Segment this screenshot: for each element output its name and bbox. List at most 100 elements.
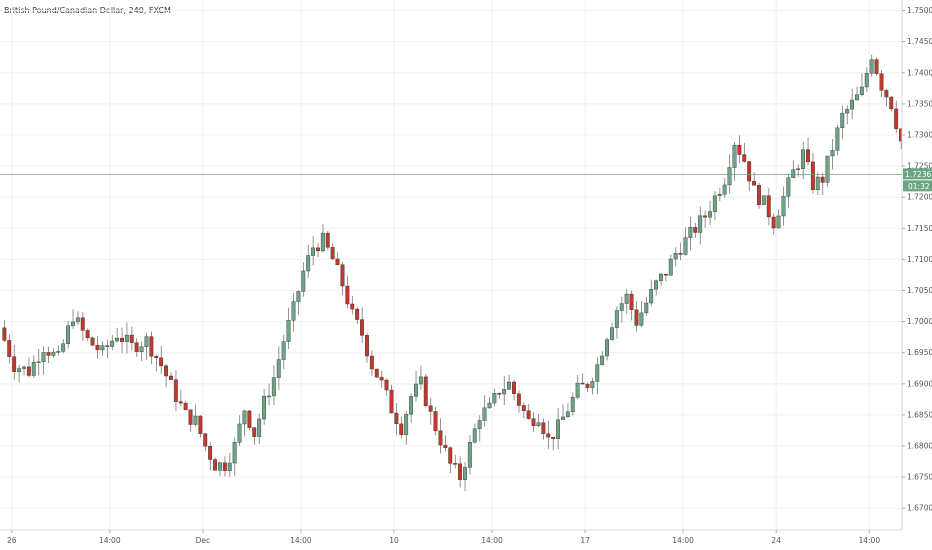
candle-body	[712, 195, 717, 212]
candle-body	[580, 382, 585, 385]
candle-body	[154, 356, 159, 358]
candle-body	[232, 442, 237, 464]
candle-body	[350, 303, 355, 310]
candle-body	[2, 327, 7, 341]
candle-body	[786, 177, 791, 197]
candle-body	[541, 422, 546, 434]
candle-body	[237, 423, 242, 443]
candle-body	[546, 433, 551, 438]
candle-body	[311, 247, 315, 256]
candle-body	[668, 258, 673, 276]
candle-body	[698, 215, 703, 233]
candle-body	[781, 196, 786, 217]
candle-body	[17, 368, 21, 372]
candle-body	[340, 264, 345, 287]
candle-body	[374, 368, 379, 378]
candle-body	[257, 418, 262, 437]
x-tick-label: Dec	[196, 536, 211, 545]
candle-body	[561, 416, 565, 420]
candle-body	[144, 336, 149, 347]
candle-body	[66, 325, 71, 344]
candle-body	[727, 167, 732, 186]
candle-body	[477, 420, 482, 429]
candle-body	[521, 405, 526, 411]
x-tick-label: 14:00	[290, 536, 312, 545]
candle-body	[590, 381, 595, 388]
candle-body	[453, 463, 458, 465]
candle-body	[614, 310, 619, 328]
candle-body	[75, 317, 80, 323]
candle-body	[757, 185, 761, 205]
candle-body	[610, 327, 614, 340]
candle-body	[771, 216, 776, 229]
candle-body	[859, 86, 864, 95]
candle-body	[41, 352, 46, 362]
candle-body	[850, 99, 854, 110]
candle-body	[404, 414, 409, 435]
candle-body	[766, 195, 771, 218]
candle-body	[330, 247, 335, 260]
candle-body	[409, 396, 413, 415]
candle-body	[208, 446, 213, 460]
candle-body	[761, 195, 766, 205]
candle-body	[316, 247, 320, 252]
chart-grid	[0, 0, 902, 530]
candle-body	[115, 337, 120, 342]
candle-body	[472, 428, 477, 443]
candle-body	[526, 410, 531, 419]
candle-body	[649, 289, 654, 304]
candle-body	[806, 149, 810, 163]
candle-body	[463, 467, 467, 480]
candle-body	[149, 336, 154, 357]
candle-body	[355, 308, 360, 320]
candle-body	[752, 180, 756, 186]
candle-body	[531, 418, 536, 427]
candle-body	[869, 59, 874, 74]
candle-body	[428, 405, 433, 412]
price-axis-bg	[902, 0, 932, 550]
candle-body	[840, 112, 845, 129]
candle-body	[644, 302, 649, 314]
candle-body	[889, 96, 894, 110]
candle-body	[414, 383, 418, 397]
candle-body	[61, 343, 66, 352]
candle-body	[629, 293, 634, 310]
candle-body	[595, 364, 600, 382]
candle-body	[168, 375, 173, 380]
y-tick-label: 1.73500	[907, 99, 932, 108]
candle-body	[301, 270, 306, 292]
candle-body	[267, 395, 271, 398]
x-tick-label: 24	[771, 536, 781, 545]
candle-body	[159, 357, 164, 367]
candle-body	[448, 447, 453, 464]
candle-body	[467, 442, 472, 468]
candle-body	[458, 463, 462, 480]
candle-body	[213, 459, 218, 471]
candle-body	[575, 382, 580, 398]
y-tick-label: 1.72500	[907, 162, 932, 171]
candle-body	[703, 215, 707, 218]
candle-body	[85, 330, 90, 339]
candle-body	[360, 319, 364, 336]
candle-body	[80, 317, 85, 331]
current-price-tag	[903, 168, 932, 180]
candle-body	[56, 351, 61, 353]
candle-body	[320, 232, 325, 252]
candle-body	[492, 393, 497, 404]
current-price-label: 1.72367	[905, 170, 932, 179]
candle-body	[276, 359, 281, 378]
y-tick-label: 1.70500	[907, 286, 932, 295]
candle-body	[551, 436, 556, 439]
y-tick-label: 1.70000	[907, 317, 932, 326]
candle-body	[365, 335, 369, 357]
candle-body	[183, 402, 188, 410]
candle-body	[252, 427, 257, 437]
candle-body	[188, 409, 193, 425]
candle-body	[678, 253, 683, 255]
countdown-label: 01:32	[908, 182, 930, 191]
candle-body	[502, 389, 507, 395]
candle-body	[605, 339, 609, 357]
candle-body	[51, 351, 56, 356]
candle-body	[291, 301, 296, 321]
